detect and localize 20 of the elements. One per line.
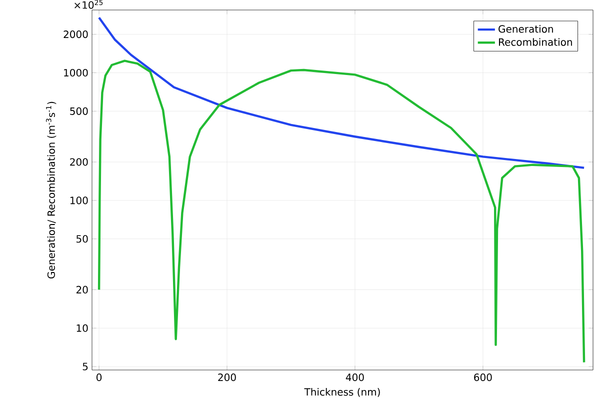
- x-tick-label: 400: [346, 374, 364, 382]
- y-tick-label: 20: [76, 286, 88, 294]
- x-tick-label: 200: [218, 374, 236, 382]
- line-series: [98, 16, 586, 169]
- y-tick-label: 50: [76, 235, 88, 243]
- y-tick-label: 5: [82, 362, 88, 370]
- x-axis-title: Thickness (nm): [304, 388, 380, 397]
- legend-label: Recombination: [499, 38, 572, 46]
- y-tick-label: 2000: [64, 30, 88, 38]
- text: ×10$^{25}$: [74, 0, 103, 9]
- y-tick-label: 1000: [64, 68, 88, 77]
- legend-label: Generation: [498, 24, 553, 33]
- y-axis-title: Generation/ Recombination (m$^{-3}$s$^{-1}$): [46, 102, 56, 278]
- y-tick-label: 100: [70, 196, 88, 204]
- y-tick-label: 10: [76, 324, 88, 332]
- x-tick-label: 0: [96, 374, 102, 382]
- x-tick-label: 600: [474, 374, 492, 382]
- line-series: [98, 60, 586, 364]
- y-tick-label: 500: [70, 107, 88, 115]
- y-tick-label: 200: [70, 158, 88, 166]
